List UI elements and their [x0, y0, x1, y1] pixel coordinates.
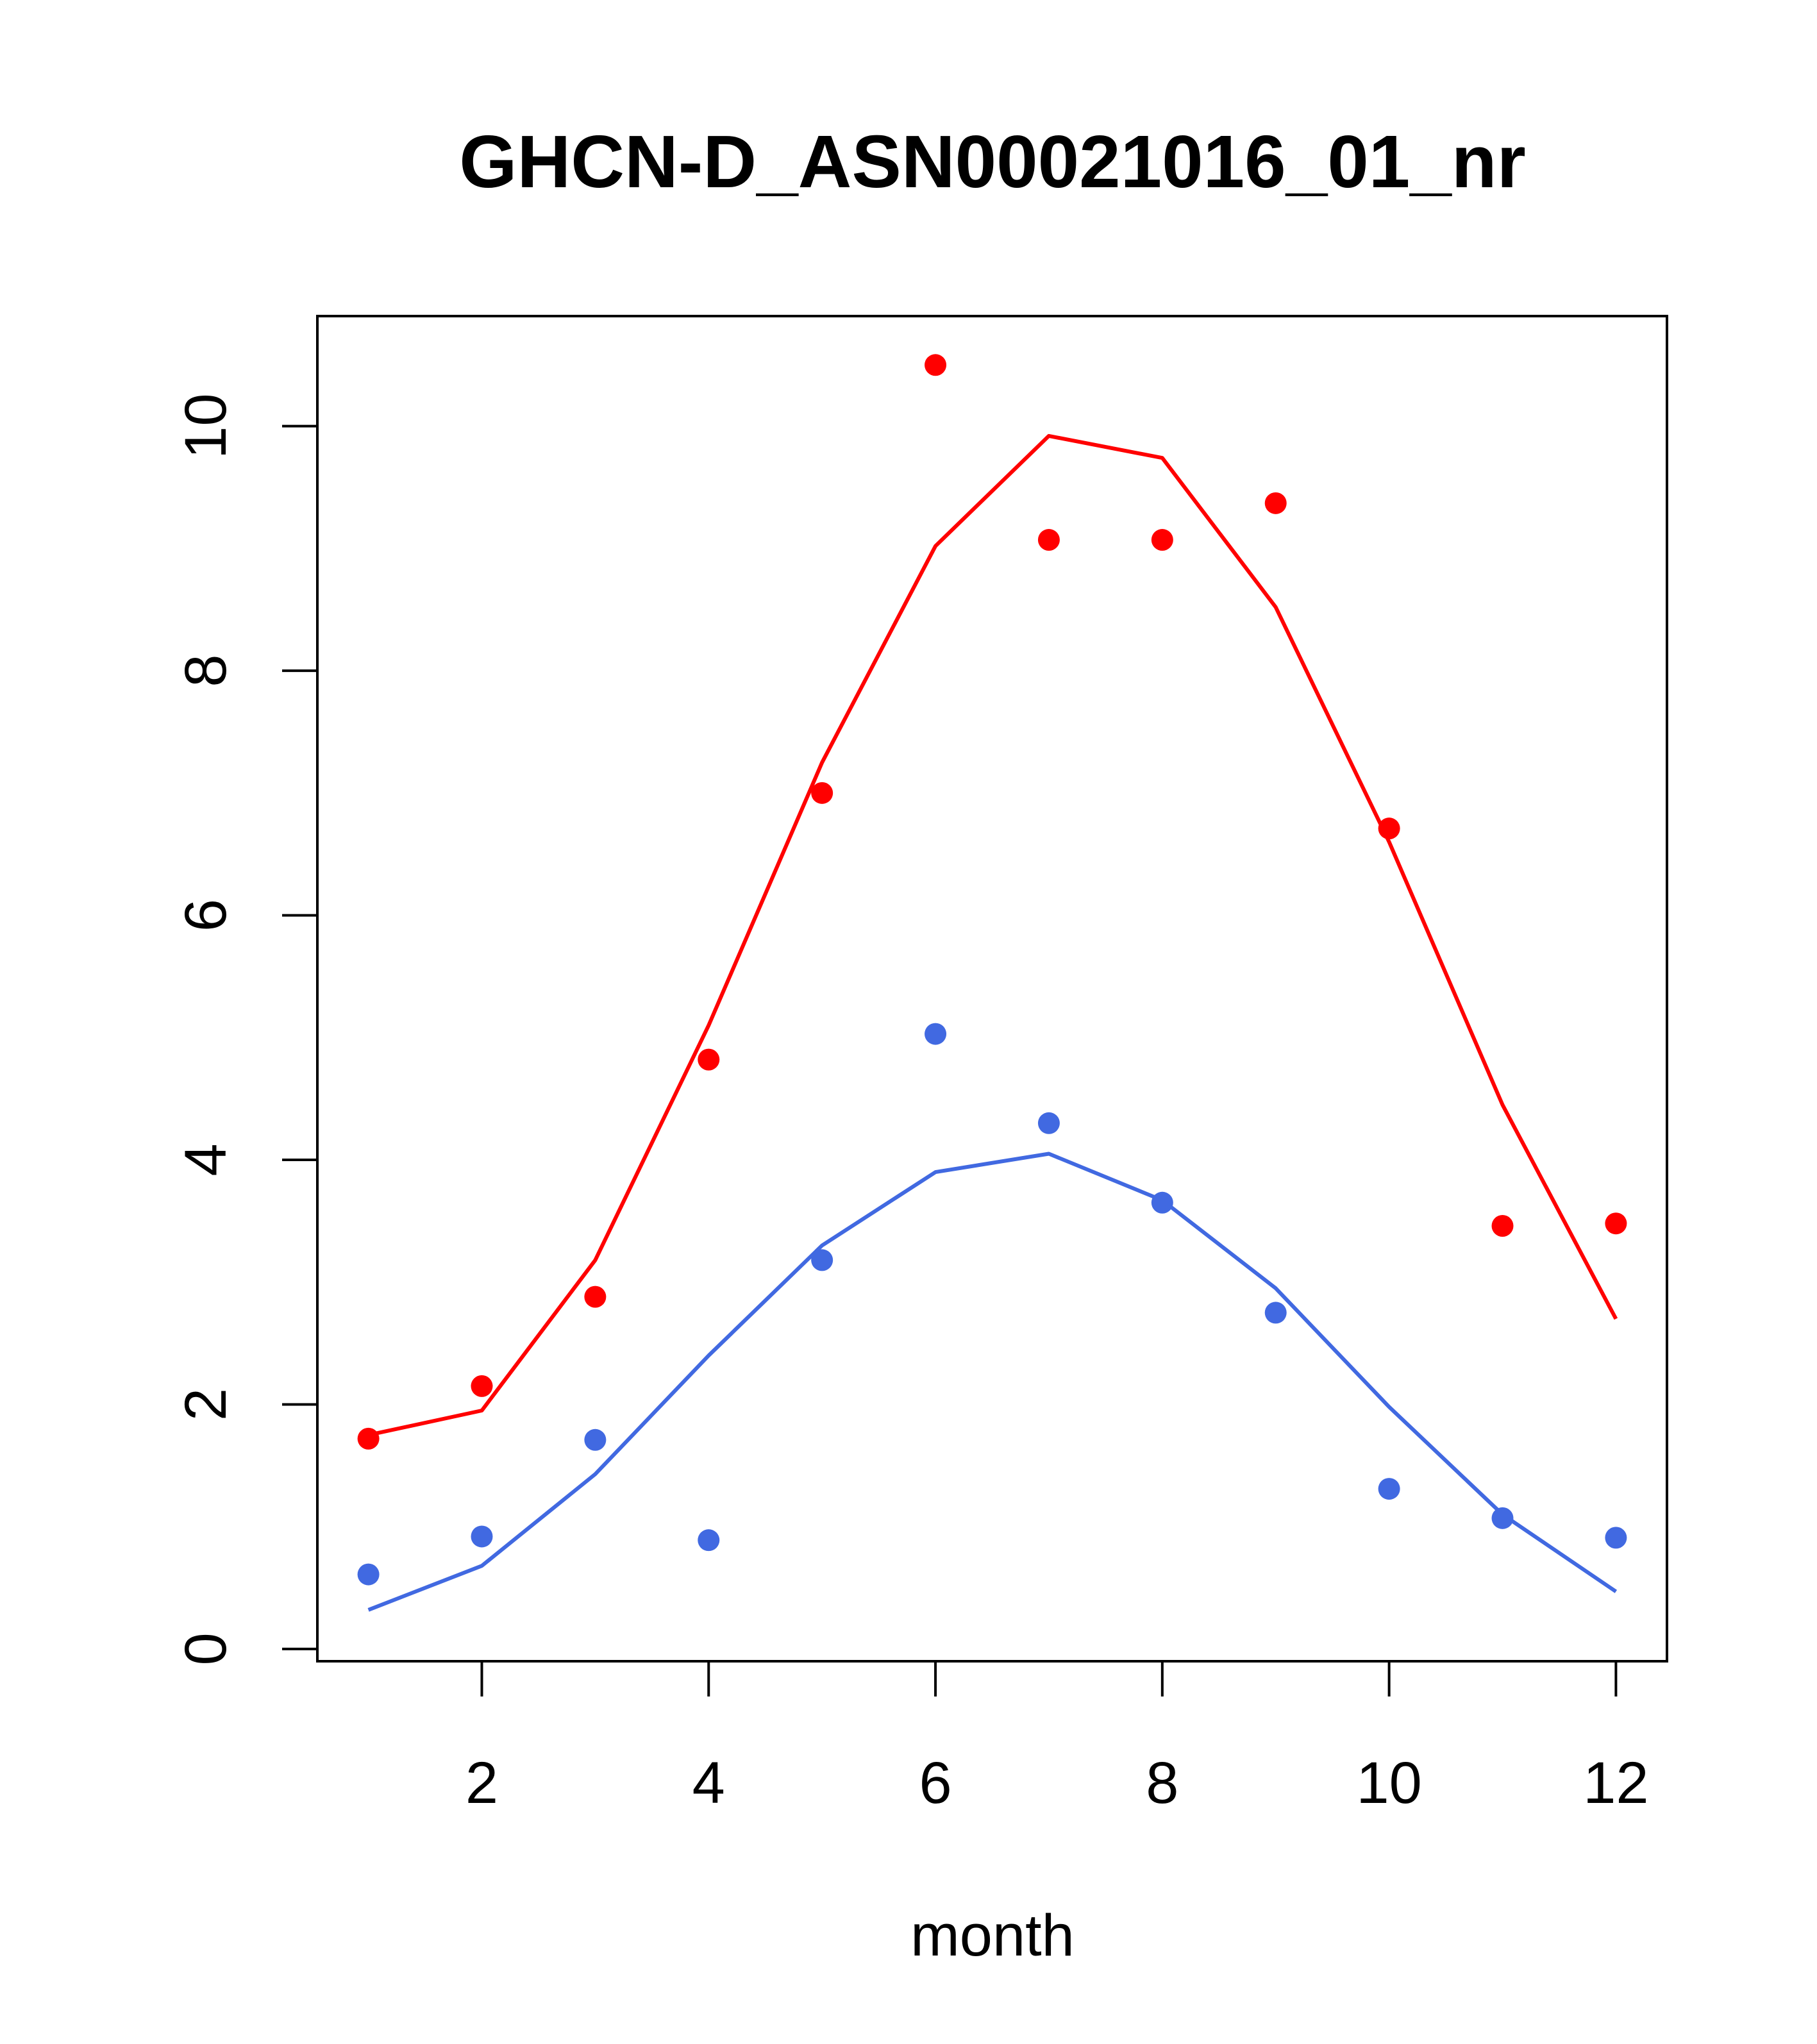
series-1-point — [471, 1375, 493, 1397]
y-tick-label: 10 — [173, 393, 239, 458]
series-layer — [357, 354, 1627, 1612]
series-2-point — [1491, 1507, 1514, 1529]
series-2-point — [1151, 1191, 1173, 1214]
series-1-point — [1378, 817, 1400, 840]
plot-frame — [316, 315, 1668, 1663]
y-tick-label: 0 — [173, 1632, 239, 1665]
x-tick-label: 10 — [1356, 1750, 1421, 1816]
x-tick-label: 12 — [1583, 1750, 1648, 1816]
series-1-point — [1037, 529, 1060, 551]
series-2-point — [584, 1428, 607, 1451]
y-axis: 0 2 4 6 8 10 — [173, 393, 319, 1666]
y-tick-label: 6 — [173, 899, 239, 932]
x-tick-label: 2 — [465, 1750, 498, 1816]
y-tick-label: 8 — [173, 655, 239, 687]
series-1-point — [1264, 492, 1287, 514]
series-1-point — [925, 354, 947, 376]
x-axis-label: month — [910, 1903, 1075, 1968]
series-2-line — [367, 1152, 1618, 1612]
x-tick-label: 6 — [919, 1750, 951, 1816]
x-axis: 2 4 6 8 10 12 — [465, 1660, 1649, 1816]
series-2-point — [1037, 1112, 1060, 1134]
series-1 — [357, 354, 1627, 1450]
series-1-point — [1151, 529, 1173, 551]
series-1-point — [584, 1286, 607, 1308]
x-tick-label: 8 — [1146, 1750, 1178, 1816]
series-2-point — [471, 1525, 493, 1548]
x-tick-label: 4 — [692, 1750, 725, 1816]
series-2-point — [811, 1249, 833, 1271]
series-1-point — [698, 1048, 720, 1071]
series-1-point — [1491, 1215, 1514, 1237]
y-tick-label: 2 — [173, 1388, 239, 1421]
series-2-point — [925, 1023, 947, 1045]
series-1-line — [367, 433, 1618, 1437]
series-2-point — [357, 1563, 380, 1586]
chart-title: GHCN-D_ASN00021016_01_nr — [459, 120, 1526, 203]
y-tick-label: 4 — [173, 1143, 239, 1176]
series-2-point — [1605, 1527, 1627, 1549]
series-1-point — [811, 782, 833, 804]
series-1-point — [1605, 1212, 1627, 1235]
series-2-point — [1378, 1478, 1400, 1500]
series-2-point — [1264, 1302, 1287, 1324]
series-1-point — [357, 1427, 380, 1450]
series-2-point — [698, 1529, 720, 1552]
series-2 — [357, 1023, 1627, 1612]
